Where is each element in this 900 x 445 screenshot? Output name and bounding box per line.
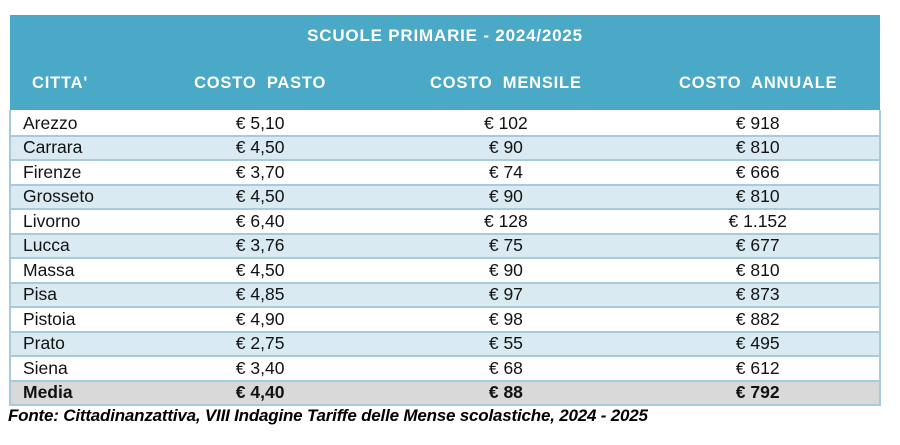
costo-pasto-cell: € 4,50 — [144, 183, 376, 209]
city-cell: Prato — [9, 330, 145, 356]
costo-mensile-cell: € 102 — [375, 110, 637, 136]
table-title: SCUOLE PRIMARIE - 2024/2025 — [10, 15, 880, 57]
city-cell: Carrara — [9, 134, 145, 160]
costo-mensile-cell: € 128 — [375, 208, 637, 234]
costo-annuale-cell: € 882 — [636, 306, 881, 332]
costo-pasto-cell: € 3,70 — [144, 159, 376, 185]
table-row-carrara: Carrara € 4,50 € 90 € 810 — [9, 134, 881, 160]
costo-pasto-cell: € 5,10 — [144, 110, 376, 136]
tariffe-mense-table-frame: SCUOLE PRIMARIE - 2024/2025 CITTA' COSTO… — [9, 15, 881, 406]
column-header-costo-annuale: COSTO ANNUALE — [636, 57, 880, 111]
costo-mensile-cell: € 90 — [375, 183, 637, 209]
column-header-costo-mensile: COSTO MENSILE — [375, 57, 637, 111]
city-cell: Siena — [9, 355, 145, 381]
table-row-massa: Massa € 4,50 € 90 € 810 — [9, 257, 881, 283]
costo-pasto-cell: € 2,75 — [144, 330, 376, 356]
city-cell: Livorno — [9, 208, 145, 234]
costo-pasto-cell: € 6,40 — [144, 208, 376, 234]
city-cell: Arezzo — [9, 110, 145, 136]
costo-mensile-cell: € 74 — [375, 159, 637, 185]
table-row-livorno: Livorno € 6,40 € 128 € 1.152 — [9, 208, 881, 234]
costo-pasto-cell: € 4,90 — [144, 306, 376, 332]
source-note: Fonte: Cittadinanzattiva, VIII Indagine … — [8, 406, 648, 425]
costo-pasto-cell: € 3,40 — [144, 355, 376, 381]
city-cell: Massa — [9, 257, 145, 283]
table-header-row: CITTA' COSTO PASTO COSTO MENSILE COSTO A… — [10, 57, 880, 111]
costo-annuale-cell: € 612 — [636, 355, 881, 381]
costo-pasto-cell: € 4,50 — [144, 134, 376, 160]
city-cell: Grosseto — [9, 183, 145, 209]
costo-annuale-cell: € 792 — [636, 379, 881, 406]
table-row-arezzo: Arezzo € 5,10 € 102 € 918 — [9, 110, 881, 136]
table-row-lucca: Lucca € 3,76 € 75 € 677 — [9, 232, 881, 258]
costo-mensile-cell: € 55 — [375, 330, 637, 356]
table-title-row: SCUOLE PRIMARIE - 2024/2025 — [10, 15, 880, 57]
table-row-media: Media € 4,40 € 88 € 792 — [9, 379, 881, 406]
table-row-firenze: Firenze € 3,70 € 74 € 666 — [9, 159, 881, 185]
costo-pasto-cell: € 4,50 — [144, 257, 376, 283]
costo-mensile-cell: € 68 — [375, 355, 637, 381]
table-row-pistoia: Pistoia € 4,90 € 98 € 882 — [9, 306, 881, 332]
city-cell: Lucca — [9, 232, 145, 258]
table-row-pisa: Pisa € 4,85 € 97 € 873 — [9, 281, 881, 307]
column-header-costo-pasto: COSTO PASTO — [144, 57, 376, 111]
city-cell: Pisa — [9, 281, 145, 307]
column-header-citta: CITTA' — [10, 57, 145, 111]
costo-mensile-cell: € 97 — [375, 281, 637, 307]
tariffe-mense-table: SCUOLE PRIMARIE - 2024/2025 CITTA' COSTO… — [9, 15, 881, 406]
costo-annuale-cell: € 810 — [636, 183, 881, 209]
costo-pasto-cell: € 4,85 — [144, 281, 376, 307]
costo-mensile-cell: € 75 — [375, 232, 637, 258]
costo-annuale-cell: € 810 — [636, 257, 881, 283]
costo-annuale-cell: € 677 — [636, 232, 881, 258]
table-row-siena: Siena € 3,40 € 68 € 612 — [9, 355, 881, 381]
costo-mensile-cell: € 98 — [375, 306, 637, 332]
city-cell: Pistoia — [9, 306, 145, 332]
costo-annuale-cell: € 873 — [636, 281, 881, 307]
city-cell: Firenze — [9, 159, 145, 185]
table-row-grosseto: Grosseto € 4,50 € 90 € 810 — [9, 183, 881, 209]
costo-annuale-cell: € 918 — [636, 110, 881, 136]
costo-annuale-cell: € 666 — [636, 159, 881, 185]
table-row-prato: Prato € 2,75 € 55 € 495 — [9, 330, 881, 356]
costo-mensile-cell: € 90 — [375, 257, 637, 283]
costo-annuale-cell: € 495 — [636, 330, 881, 356]
costo-annuale-cell: € 1.152 — [636, 208, 881, 234]
costo-mensile-cell: € 90 — [375, 134, 637, 160]
city-cell: Media — [9, 379, 145, 406]
costo-pasto-cell: € 4,40 — [144, 379, 376, 406]
costo-mensile-cell: € 88 — [375, 379, 637, 406]
costo-annuale-cell: € 810 — [636, 134, 881, 160]
costo-pasto-cell: € 3,76 — [144, 232, 376, 258]
